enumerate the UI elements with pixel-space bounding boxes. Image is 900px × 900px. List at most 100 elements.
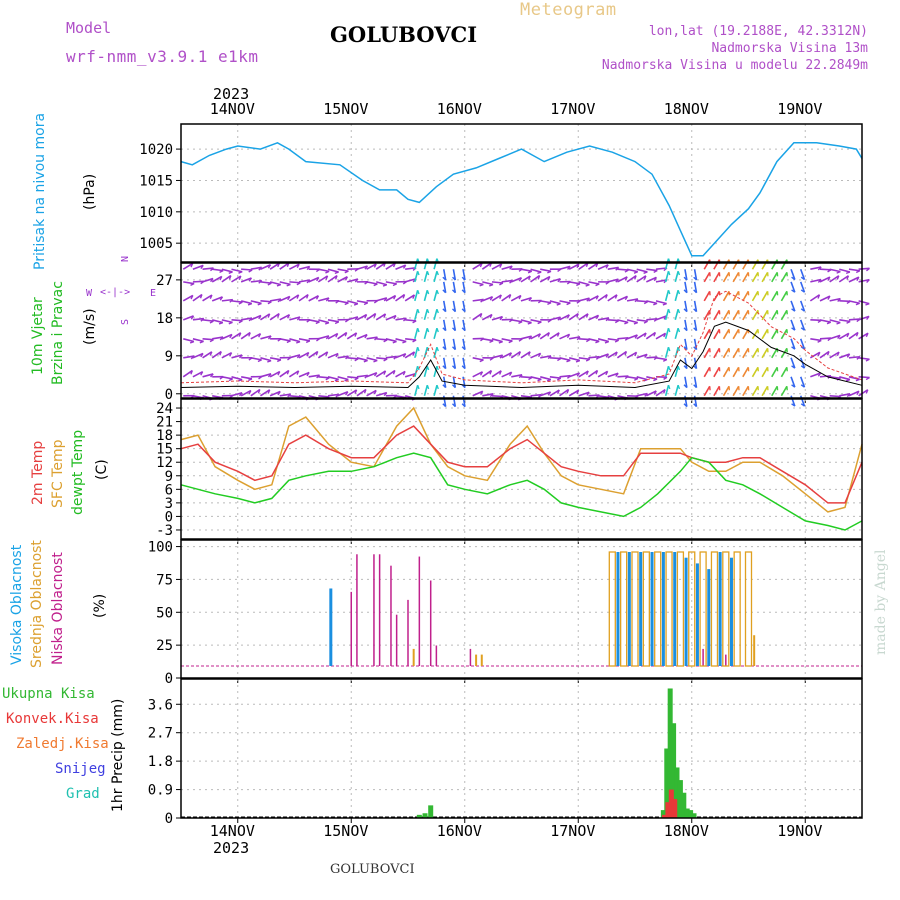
cloud-bar-mid: [631, 551, 639, 667]
wind-barb: [790, 357, 796, 369]
wind-barb: [858, 267, 870, 271]
wind-barb: [491, 315, 503, 321]
wind-barb-head: [480, 390, 484, 396]
wind-barb-head: [296, 263, 300, 269]
wind-barb: [289, 338, 301, 343]
wind-barb-head: [436, 384, 439, 390]
wind-barb-head: [667, 365, 671, 371]
wind-barb-head: [499, 294, 502, 299]
wind-barb-head: [800, 289, 805, 293]
wind-barb: [771, 347, 778, 359]
wind-barb: [693, 319, 698, 331]
wind-barb-head: [518, 295, 522, 300]
wind-barb: [829, 275, 840, 283]
wind-barb-head: [479, 371, 484, 376]
wind-barb: [810, 266, 822, 271]
wind-barb-head: [586, 391, 590, 396]
wind-barb: [761, 366, 769, 378]
wind-barb: [472, 312, 483, 321]
wind-barb: [211, 296, 223, 302]
wind-barb: [713, 309, 721, 321]
wind-barb-head: [257, 302, 262, 306]
wind-barb: [366, 312, 377, 321]
panel-frame: [180, 262, 863, 399]
top-day-label: 19NOV: [777, 100, 823, 118]
wind-barb: [607, 266, 619, 271]
cloud-bar-low: [702, 648, 704, 666]
wind-barb-head: [595, 295, 599, 300]
cloud-bar-low: [418, 556, 421, 666]
wind-barb: [405, 338, 417, 341]
wind-barb-head: [287, 393, 292, 398]
wind-barb-head: [238, 392, 243, 397]
wind-barb: [771, 259, 778, 270]
wind-barb-head: [528, 275, 531, 280]
wind-barb: [221, 376, 233, 380]
wind-barb-head: [306, 372, 310, 377]
cloud-bar-high: [650, 552, 654, 666]
wind-barb: [858, 389, 869, 397]
wind-barb-head: [229, 299, 234, 303]
precip-bar-total: [660, 810, 666, 818]
wind-barb: [260, 357, 272, 362]
wind-barb: [713, 366, 721, 378]
wind-barb: [240, 331, 251, 340]
cloud-bar-mid: [699, 551, 707, 667]
wind-barb-head: [402, 371, 406, 376]
wind-barb-head: [845, 378, 851, 382]
wind-barb: [279, 369, 290, 378]
wind-barb: [549, 277, 561, 283]
wind-barb: [491, 263, 503, 270]
wind-barb: [588, 338, 600, 343]
wind-barb-head: [836, 275, 840, 280]
precip-bar-total: [684, 808, 690, 818]
wind-barb-head: [643, 332, 647, 338]
wind-barb: [703, 385, 711, 397]
wind-barb: [703, 347, 711, 359]
wind-barb-head: [683, 289, 688, 294]
wind-barb: [636, 353, 648, 359]
wind-barb: [520, 394, 532, 399]
precip-label-2: Zaledj.Kisa: [16, 736, 109, 752]
wind-barb-head: [508, 340, 513, 344]
wind-barb-head: [547, 302, 552, 306]
wind-barb-head: [426, 308, 430, 314]
wind-barb: [385, 338, 397, 343]
wind-barb: [520, 268, 532, 272]
wind-barb: [423, 365, 429, 378]
wind-barb-head: [210, 373, 214, 378]
wind-barb: [819, 295, 831, 302]
precip-bar-total: [416, 814, 422, 818]
wind-barb: [260, 300, 272, 303]
wind-barb-head: [567, 265, 571, 270]
wind-barb: [578, 281, 590, 286]
wind-barb-head: [199, 340, 204, 344]
wind-barb: [799, 300, 806, 312]
wind-barb-head: [537, 271, 542, 275]
wind-gust-line: [180, 290, 863, 384]
wind-barb: [771, 271, 778, 283]
wind-barb-head: [392, 263, 396, 268]
panel-frame: [180, 539, 863, 679]
wind-barb: [539, 391, 551, 397]
wind-barb-head: [791, 365, 796, 369]
wind-barb: [250, 300, 262, 305]
wind-barb: [366, 357, 378, 362]
wind-barb: [848, 390, 860, 397]
wind-barb-head: [248, 390, 252, 395]
wind-barb-head: [306, 266, 311, 270]
wind-barb: [646, 356, 658, 359]
wind-barb-head: [595, 340, 600, 344]
wind-barb: [250, 314, 262, 321]
wind-barb: [462, 281, 466, 293]
wind-barb: [221, 319, 233, 324]
wind-barb-head: [452, 276, 456, 281]
wind-barb: [829, 268, 841, 273]
wind-barb-head: [693, 327, 697, 332]
wind-barb-head: [791, 384, 796, 388]
wind-barb: [771, 385, 778, 397]
wind-barb: [366, 336, 378, 340]
wind-barb-head: [837, 334, 841, 339]
wind-barb-head: [267, 313, 271, 318]
